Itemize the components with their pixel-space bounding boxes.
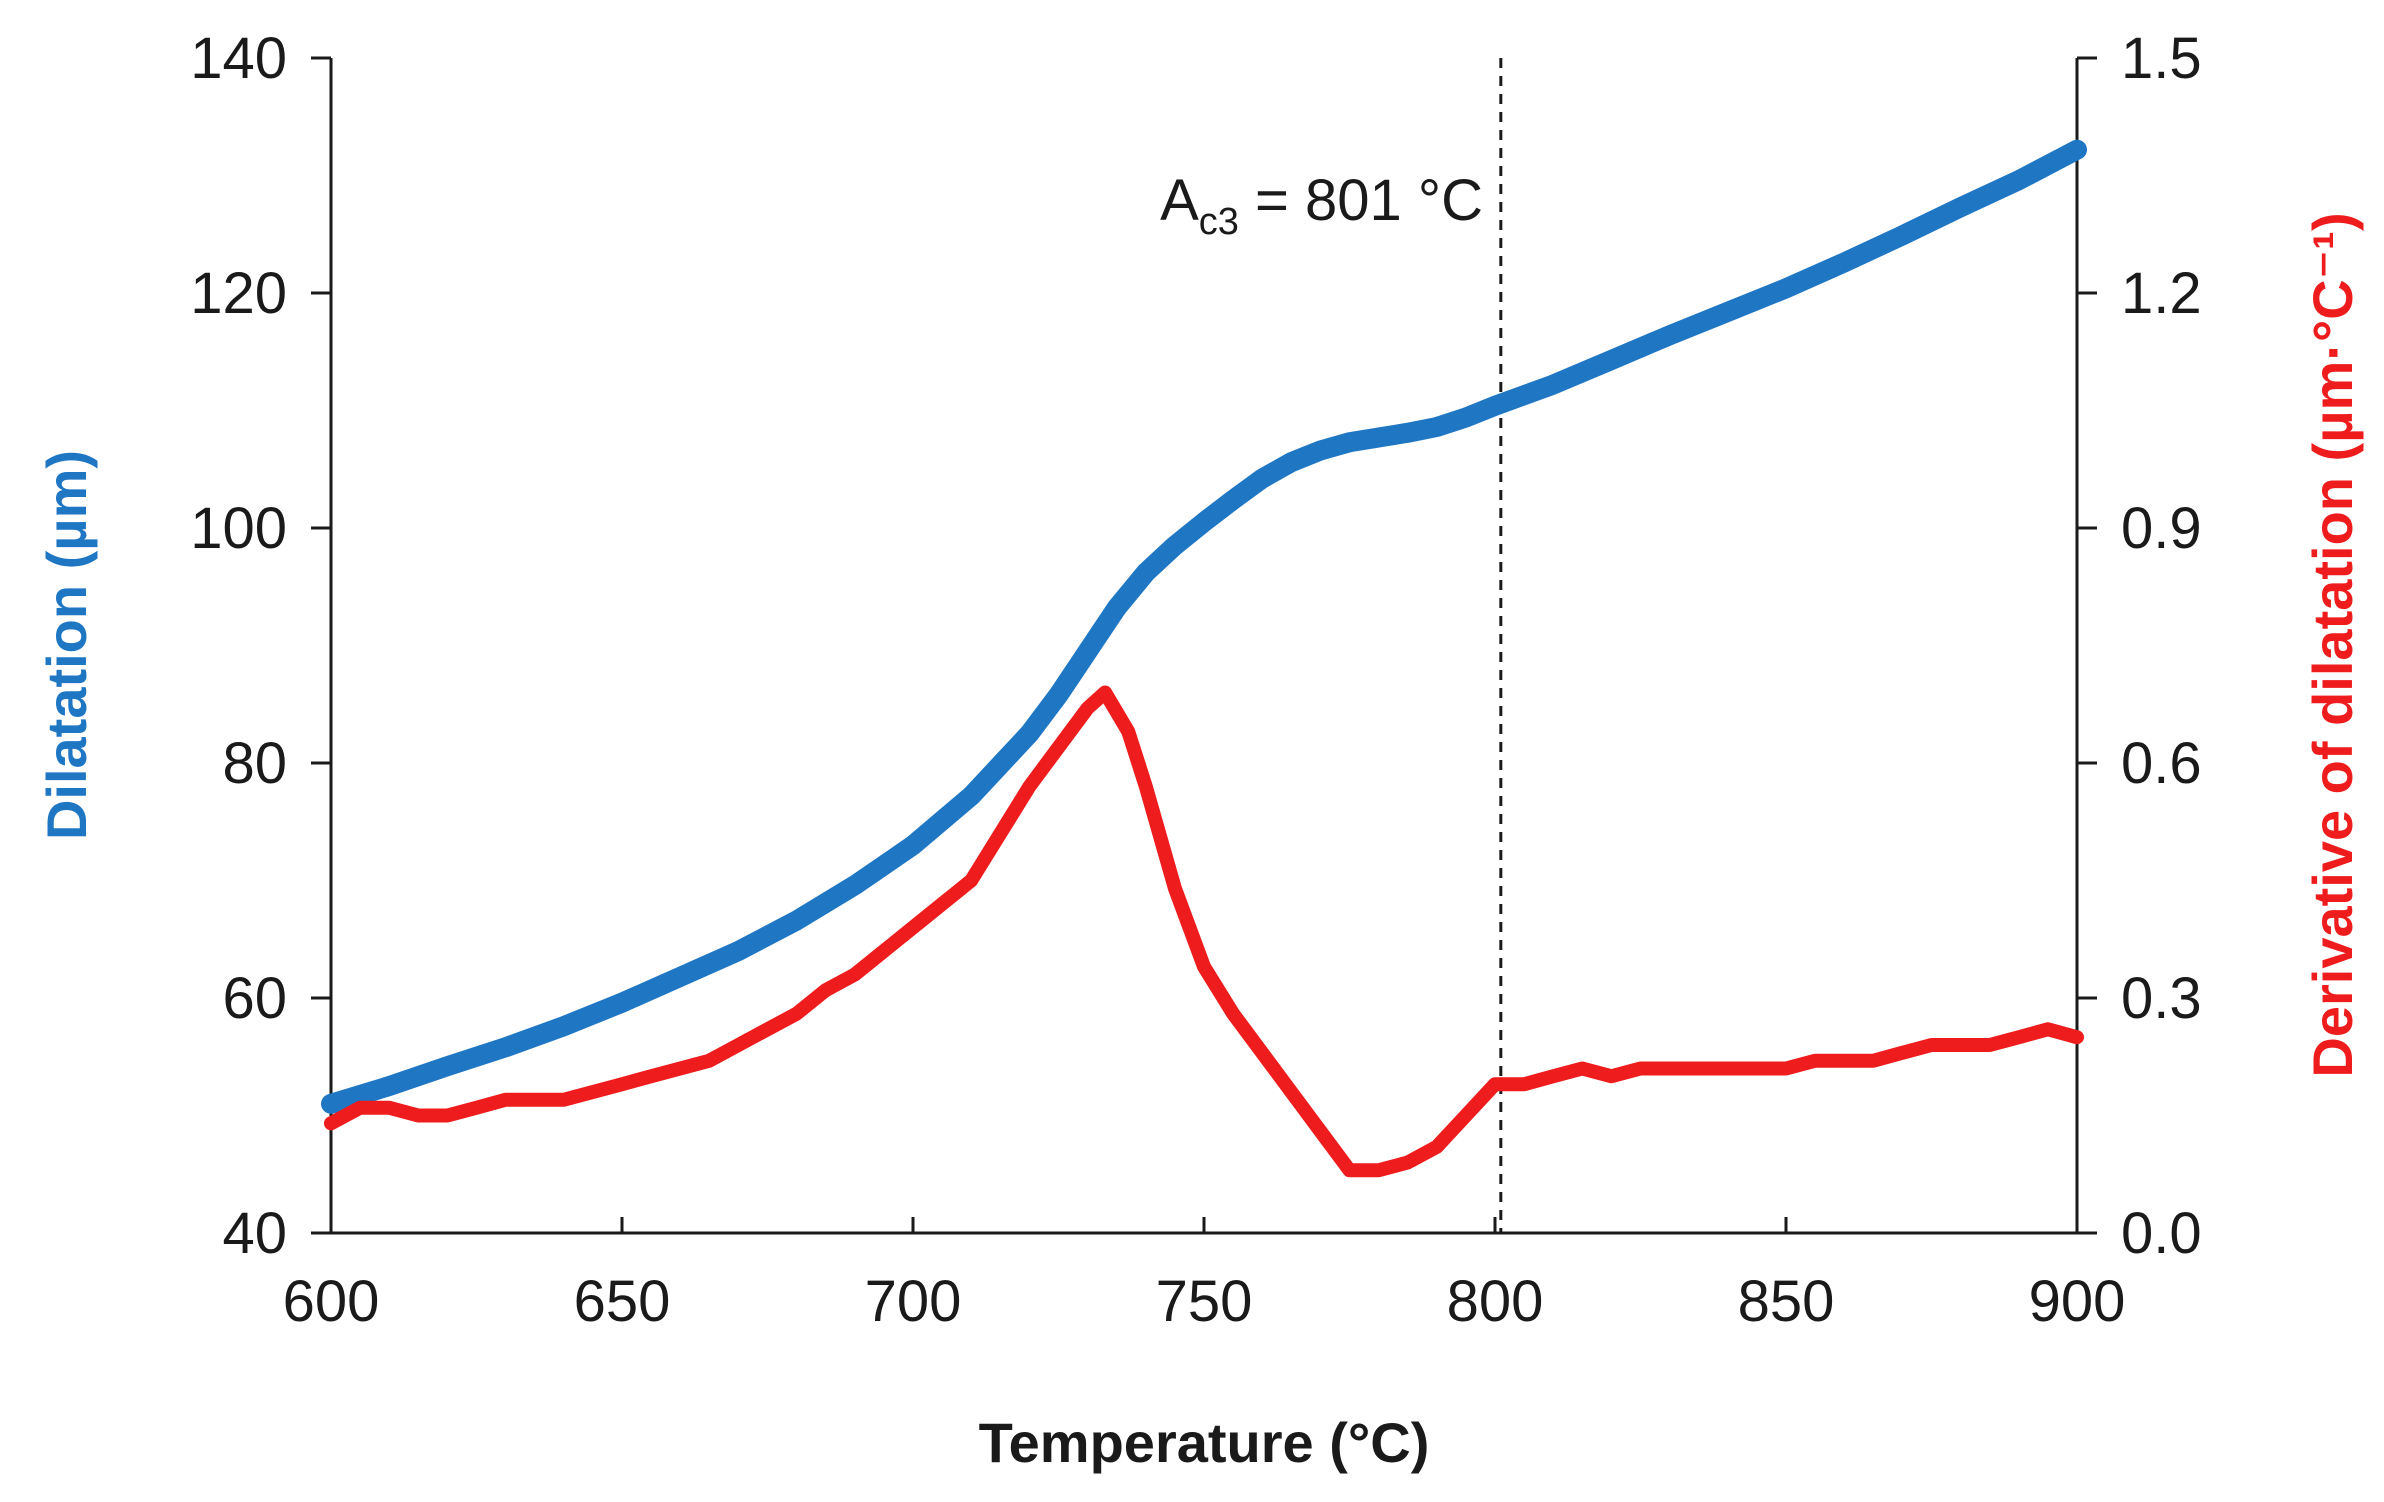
x-tick-label: 650 <box>574 1269 671 1334</box>
y-left-tick-label: 140 <box>190 26 287 91</box>
y-right-tick-label: 1.5 <box>2121 26 2202 91</box>
y-left-tick-label: 40 <box>222 1201 287 1266</box>
x-ticks: 600 650 700 750 800 850 900 <box>283 1217 2126 1334</box>
y-left-ticks: 40 60 80 100 120 140 <box>190 26 331 1266</box>
x-axis-title: Temperature (°C) <box>979 1411 1430 1474</box>
y-right-tick-label: 0.3 <box>2121 966 2202 1031</box>
x-tick-label: 750 <box>1156 1269 1253 1334</box>
y-right-tick-label: 1.2 <box>2121 261 2202 326</box>
ac3-annotation-main: A <box>1160 168 1199 233</box>
derivative-series-line <box>324 685 2084 1178</box>
x-tick-label: 850 <box>1738 1269 1835 1334</box>
y-left-tick-label: 80 <box>222 731 287 796</box>
dilatation-series-line <box>321 139 2087 1114</box>
ac3-annotation: Ac3 = 801 °C <box>1160 168 1483 243</box>
y-left-tick-label: 120 <box>190 261 287 326</box>
y-right-tick-label: 0.0 <box>2121 1201 2202 1266</box>
y-right-ticks: 0.0 0.3 0.6 0.9 1.2 1.5 <box>2077 26 2202 1266</box>
y-left-axis-title: Dilatation (µm) <box>35 450 98 840</box>
y-right-tick-label: 0.6 <box>2121 731 2202 796</box>
x-tick-label: 700 <box>865 1269 962 1334</box>
ac3-annotation-subscript: c3 <box>1199 201 1239 243</box>
y-right-tick-label: 0.9 <box>2121 496 2202 561</box>
x-tick-label: 800 <box>1447 1269 1544 1334</box>
y-right-axis-title: Derivative of dilatation (µm·°C⁻¹) <box>2301 212 2364 1077</box>
y-left-tick-label: 100 <box>190 496 287 561</box>
y-left-tick-label: 60 <box>222 966 287 1031</box>
x-tick-label: 600 <box>283 1269 380 1334</box>
x-tick-label: 900 <box>2029 1269 2126 1334</box>
ac3-annotation-value: = 801 °C <box>1239 168 1483 233</box>
